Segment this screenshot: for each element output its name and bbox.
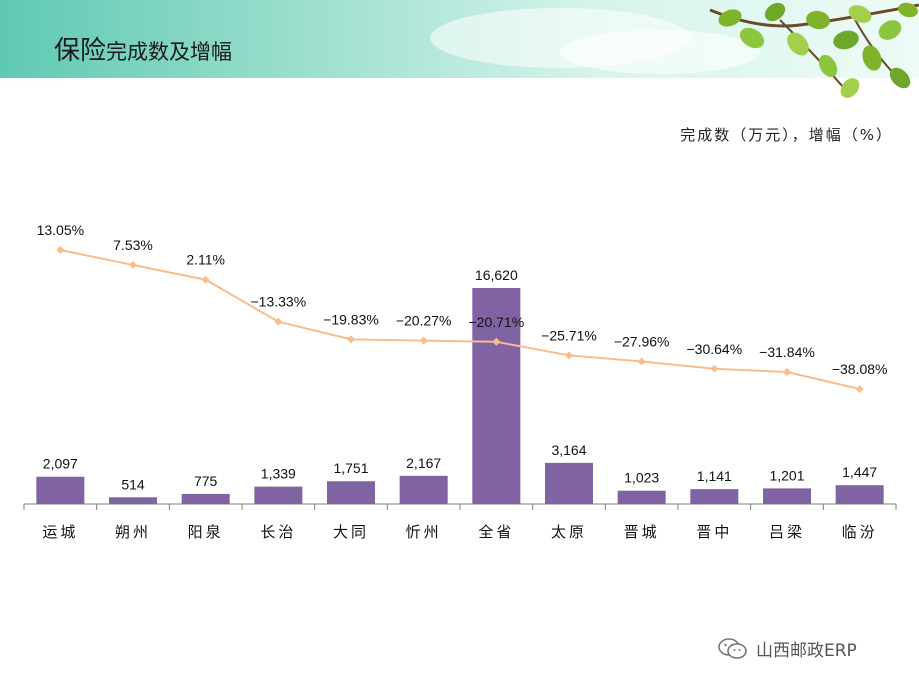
bar-value-label: 3,164: [551, 442, 586, 458]
bar-长治: [254, 486, 303, 504]
unit-label: 完成数（万元），增幅（%）: [680, 126, 893, 144]
category-label: 忻州: [406, 523, 442, 541]
growth-value-label: −20.27%: [396, 313, 452, 329]
growth-point-大同: [347, 335, 355, 344]
bar-全省: [472, 288, 521, 504]
title-sub: 完成数及增幅: [106, 40, 233, 64]
bar-晋城: [617, 490, 666, 504]
growth-value-label: 2.11%: [186, 252, 225, 268]
growth-point-晋城: [637, 357, 646, 366]
bar-value-label: 1,201: [769, 467, 804, 483]
category-label: 全省: [478, 523, 514, 541]
bar-value-label: 775: [194, 473, 218, 489]
growth-point-晋中: [710, 364, 719, 373]
growth-value-label: −38.08%: [832, 361, 888, 377]
growth-value-label: −31.84%: [759, 344, 815, 360]
bar-朔州: [109, 497, 157, 504]
growth-point-忻州: [419, 336, 428, 345]
growth-value-label: −19.83%: [323, 311, 379, 327]
growth-point-全省: [492, 337, 501, 346]
growth-point-运城: [56, 246, 65, 254]
title-main: 保险: [54, 36, 107, 66]
growth-point-太原: [565, 351, 573, 360]
bar-value-label: 2,097: [43, 456, 78, 472]
bar-太原: [545, 462, 593, 504]
growth-value-label: −25.71%: [541, 327, 597, 343]
category-label: 运城: [42, 523, 78, 541]
watermark-text: 山西邮政ERP: [756, 641, 857, 661]
bar-阳泉: [181, 493, 230, 504]
category-label: 大同: [333, 523, 369, 541]
growth-value-label: −30.64%: [686, 341, 742, 357]
bar-忻州: [399, 475, 448, 504]
growth-point-长治: [274, 317, 283, 326]
growth-value-label: −27.96%: [614, 333, 670, 349]
category-label: 晋中: [696, 523, 732, 541]
bar-value-label: 1,751: [333, 460, 368, 476]
watermark: 山西邮政ERP: [718, 636, 857, 661]
bar-value-label: 2,167: [406, 455, 441, 471]
bar-value-label: 1,339: [261, 466, 296, 482]
bar-value-label: 1,141: [697, 468, 732, 484]
growth-point-朔州: [129, 261, 137, 270]
growth-value-label: 7.53%: [113, 237, 153, 253]
bar-value-label: 16,620: [475, 267, 518, 283]
bar-运城: [36, 476, 85, 504]
category-label: 阳泉: [188, 523, 224, 541]
bar-大同: [327, 481, 375, 504]
bar-临汾: [835, 485, 884, 504]
growth-point-临汾: [855, 385, 864, 393]
category-label: 太原: [551, 523, 587, 541]
growth-point-吕梁: [783, 368, 791, 377]
bar-value-label: 1,023: [624, 470, 659, 486]
growth-line: [60, 249, 860, 390]
growth-value-label: 13.05%: [37, 222, 84, 238]
growth-value-label: −13.33%: [250, 294, 306, 310]
category-label: 朔州: [115, 523, 151, 541]
category-label: 临汾: [842, 523, 878, 541]
cloud-decoration: [560, 30, 760, 74]
category-label: 吕梁: [769, 523, 805, 541]
leaves-decoration-icon: [709, 2, 919, 98]
category-label: 晋城: [624, 523, 660, 541]
bar-晋中: [690, 489, 739, 504]
bar-value-label: 514: [121, 476, 145, 492]
growth-point-阳泉: [201, 275, 210, 284]
bar-value-label: 1,447: [842, 464, 877, 480]
wechat-icon: [718, 637, 747, 659]
page-title: 保险完成数及增幅: [54, 30, 232, 67]
category-label: 长治: [260, 523, 296, 541]
bar-吕梁: [763, 488, 811, 504]
growth-value-label: −20.71%: [468, 314, 524, 330]
